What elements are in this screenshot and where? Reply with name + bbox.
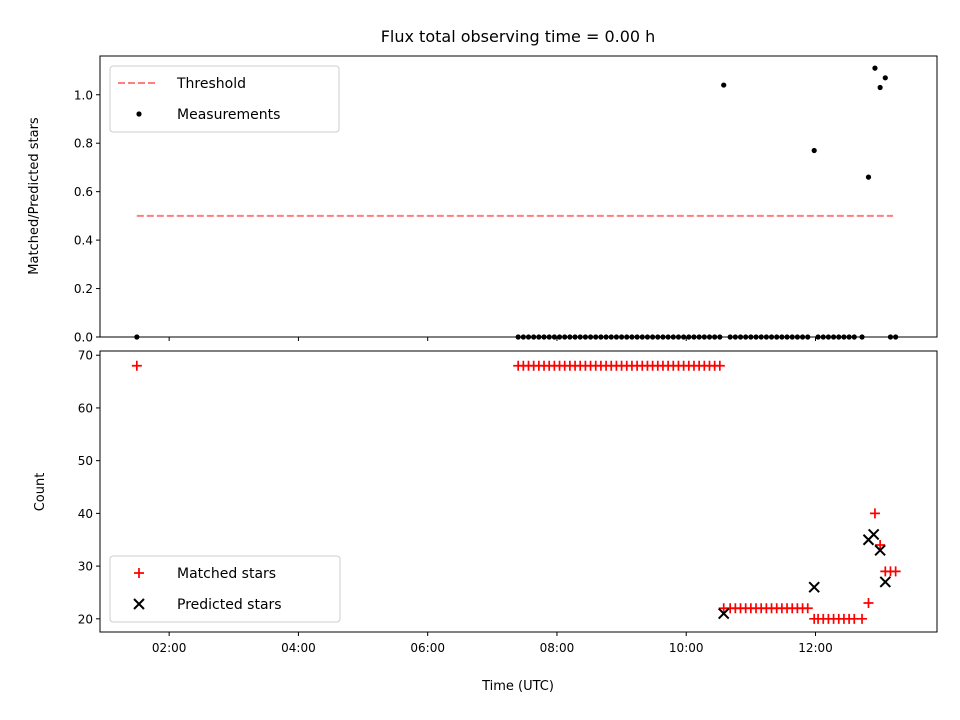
y-tick-label: 50	[78, 454, 93, 468]
matched-star-point	[802, 603, 813, 614]
measurement-point	[811, 147, 817, 154]
y-tick-label: 0.0	[74, 331, 93, 345]
legend-matched-swatch	[134, 568, 144, 578]
predicted-star-point	[874, 544, 886, 556]
y-tick-label: 40	[78, 507, 93, 521]
legend: Matched stars Predicted stars	[109, 555, 341, 623]
legend-box	[109, 555, 341, 623]
predicted-star-point	[867, 528, 880, 541]
matched-star-point	[890, 566, 901, 577]
y-tick-label: 70	[78, 349, 93, 363]
predicted-star-point	[879, 576, 892, 588]
measurement-point	[882, 75, 888, 81]
legend-box	[109, 65, 340, 133]
x-tick-label: 02:00	[152, 641, 187, 655]
legend-matched-label: Matched stars	[177, 566, 276, 582]
legend-predicted-swatch	[133, 598, 145, 610]
matched-star-point	[875, 540, 886, 551]
x-axis-label: Time (UTC)	[481, 679, 554, 694]
x-tick-label: 10:00	[669, 641, 704, 655]
matched-star-point	[857, 613, 868, 624]
y-tick-label: 0.2	[74, 282, 93, 296]
matched-star-point	[869, 508, 880, 519]
legend-measurements-label: Measurements	[177, 107, 280, 123]
measurement-point	[877, 84, 883, 91]
legend-measurements-swatch	[136, 111, 142, 117]
matched-star-point	[714, 360, 725, 371]
y-tick-label: 0.8	[74, 137, 93, 151]
legend: Threshold Measurements	[109, 65, 340, 133]
legend-threshold-label: Threshold	[176, 76, 246, 92]
plot-marks	[131, 360, 901, 624]
top-y-axis-label: Matched/Predicted stars	[27, 117, 42, 275]
y-tick-label: 30	[78, 560, 93, 574]
x-tick-label: 06:00	[410, 641, 445, 655]
measurement-point	[872, 65, 878, 71]
axes-frame	[99, 55, 938, 338]
y-tick-label: 0.6	[74, 185, 93, 199]
y-tick-label: 20	[78, 612, 93, 626]
matched-star-point	[863, 598, 874, 609]
x-tick-label: 04:00	[281, 641, 316, 655]
predicted-star-point	[718, 607, 730, 620]
axes-frame	[99, 350, 938, 633]
y-tick-label: 60	[78, 401, 93, 415]
matched-star-point	[131, 360, 142, 371]
y-tick-label: 0.4	[74, 234, 93, 248]
measurement-point	[721, 82, 727, 88]
predicted-star-point	[808, 581, 820, 593]
top-panel: 0.0 0.2 0.4 0.6 0.8 1.0 Threshold Measurements	[74, 55, 938, 345]
x-tick-label: 08:00	[540, 641, 575, 655]
x-tick-label: 12:00	[798, 641, 833, 655]
legend-predicted-label: Predicted stars	[177, 597, 282, 613]
y-tick-label: 1.0	[74, 88, 93, 102]
measurement-point	[865, 174, 872, 180]
bottom-panel: 20 30 40 50 60 70 02:00 04:00 06:00 08:00 10:00 12:…	[78, 349, 938, 655]
bottom-y-axis-label: Count	[33, 473, 48, 512]
chart-title: Flux total observing time = 0.00 h	[381, 27, 656, 46]
